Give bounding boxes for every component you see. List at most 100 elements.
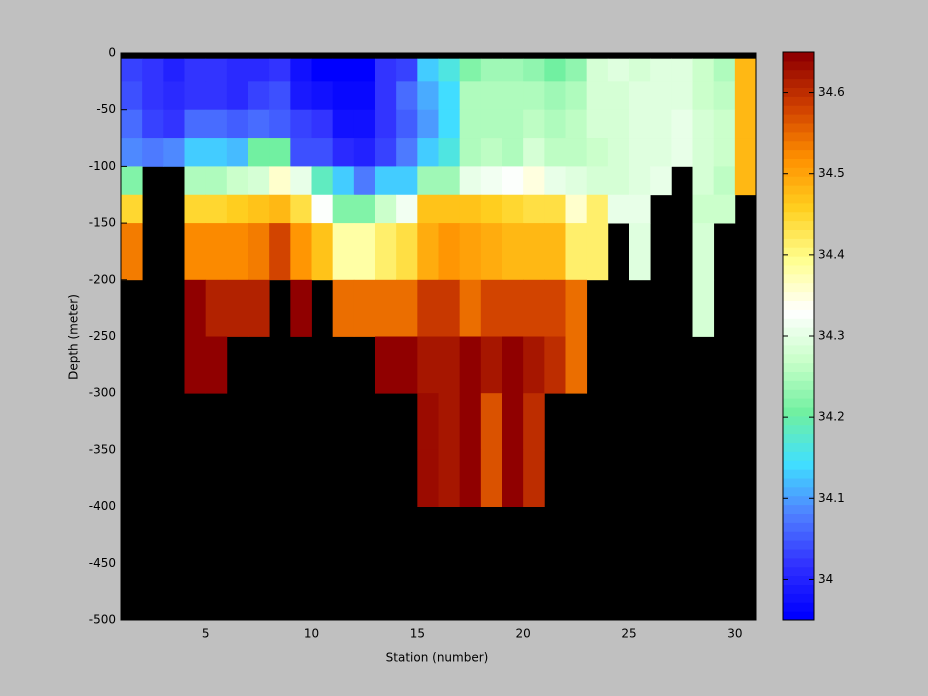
heatmap-cell [438, 336, 461, 394]
colorbar-swatch [783, 52, 814, 62]
y-tick-label: -150 [89, 216, 116, 230]
heatmap-cell [544, 223, 566, 281]
heatmap-cell [480, 166, 503, 196]
heatmap-cell [290, 81, 312, 111]
colorbar-swatch [783, 407, 814, 417]
heatmap-cell [692, 279, 715, 337]
heatmap-cell [163, 138, 185, 167]
colorbar-swatch [783, 549, 814, 559]
x-axis-label: Station (number) [386, 651, 489, 665]
heatmap-cell [692, 223, 715, 281]
colorbar-swatch [783, 309, 814, 319]
heatmap-cell [692, 138, 715, 167]
heatmap-cell [396, 223, 418, 281]
heatmap-cell [544, 81, 566, 111]
heatmap-cell [121, 166, 143, 196]
heatmap-cell [438, 166, 461, 196]
colorbar-swatch [783, 114, 814, 124]
heatmap-cell [459, 166, 482, 196]
heatmap-cell [375, 223, 397, 281]
heatmap-cell [713, 58, 736, 82]
heatmap-cell [417, 166, 439, 196]
heatmap-cell [523, 336, 545, 394]
heatmap-cell [332, 194, 355, 224]
colorbar-swatch [783, 247, 814, 257]
heatmap-cell [671, 81, 693, 111]
colorbar-swatch [783, 353, 814, 364]
heatmap-cell [269, 194, 291, 224]
heatmap-cell [353, 58, 376, 82]
heatmap-cell [671, 109, 693, 139]
heatmap-cell [248, 109, 270, 139]
heatmap-cell [375, 336, 397, 394]
colorbar-tick-label: 34.6 [818, 85, 845, 99]
heatmap-cell [544, 109, 566, 139]
heatmap-cell [502, 138, 524, 167]
heatmap-cell [438, 449, 461, 507]
heatmap-cell [565, 194, 588, 224]
heatmap-cell [205, 279, 228, 337]
heatmap-cell [396, 109, 418, 139]
colorbar-swatch [783, 194, 814, 204]
heatmap-cell [586, 166, 609, 196]
heatmap-cell [290, 58, 312, 82]
heatmap-cell [121, 223, 143, 281]
heatmap-cell [734, 81, 757, 111]
heatmap-cell [417, 393, 439, 451]
heatmap-cell [480, 223, 503, 281]
heatmap-cell [480, 194, 503, 224]
heatmap-cell [396, 81, 418, 111]
heatmap-cell [565, 138, 588, 167]
colorbar-swatch [783, 87, 814, 97]
heatmap-cell [311, 223, 334, 281]
heatmap-cell [290, 194, 312, 224]
heatmap-cell [438, 194, 461, 224]
heatmap-cell [713, 81, 736, 111]
heatmap-cell [205, 138, 228, 167]
colorbar-swatch [783, 185, 814, 195]
heatmap-cell [480, 393, 503, 451]
colorbar-swatch [783, 593, 814, 603]
heatmap-cell [713, 138, 736, 167]
y-tick-label: -50 [96, 102, 116, 116]
heatmap-cell [184, 166, 207, 196]
colorbar-tick-label: 34 [818, 572, 833, 586]
colorbar-swatch [783, 202, 814, 213]
heatmap-cell [629, 81, 651, 111]
colorbar-swatch [783, 220, 814, 230]
heatmap-cell [163, 109, 185, 139]
colorbar-tick-label: 34.3 [818, 329, 845, 343]
colorbar-swatch [783, 442, 814, 452]
heatmap-cell [607, 194, 630, 224]
heatmap-cell [248, 279, 270, 337]
heatmap-cell [417, 279, 439, 337]
heatmap-cell [248, 138, 270, 167]
heatmap-cell [629, 166, 651, 196]
heatmap-cell [607, 109, 630, 139]
colorbar-swatch [783, 602, 814, 612]
heatmap-cell [184, 336, 207, 394]
heatmap-cell [332, 223, 355, 281]
colorbar-swatch [783, 282, 814, 293]
y-tick-label: -400 [89, 499, 116, 513]
heatmap-cell [438, 81, 461, 111]
heatmap-cell [226, 166, 249, 196]
heatmap-cell [205, 336, 228, 394]
heatmap-cell [248, 194, 270, 224]
heatmap-cell [142, 58, 164, 82]
colorbar-swatch [783, 362, 814, 372]
heatmap-cell [438, 279, 461, 337]
heatmap-cell [375, 58, 397, 82]
colorbar-swatch [783, 60, 814, 71]
x-tick-label: 30 [727, 627, 742, 641]
heatmap-cell [480, 109, 503, 139]
heatmap-cell [226, 109, 249, 139]
y-tick-label: -100 [89, 159, 116, 173]
colorbar-swatch [783, 149, 814, 159]
colorbar-swatch [783, 176, 814, 186]
colorbar-swatch [783, 611, 814, 621]
heatmap-cell [523, 81, 545, 111]
heatmap-cell [226, 279, 249, 337]
heatmap-cell [226, 194, 249, 224]
